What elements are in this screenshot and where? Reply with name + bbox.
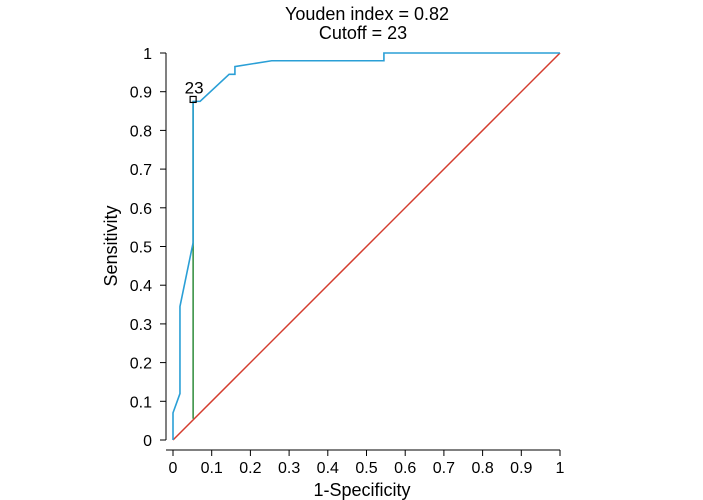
y-tick-label: 0.6 bbox=[130, 201, 152, 218]
chart-title: Youden index = 0.82 Cutoff = 23 bbox=[285, 4, 449, 43]
y-ticks: 0 0.1 0.2 0.3 0.4 0.5 0.6 0.7 0.8 0.9 1 bbox=[130, 46, 166, 450]
y-tick-label: 0.1 bbox=[130, 394, 152, 411]
y-tick-label: 0.5 bbox=[130, 240, 152, 257]
x-tick-label: 0.3 bbox=[278, 460, 300, 477]
x-tick-label: 0.4 bbox=[317, 460, 339, 477]
y-tick-label: 0.9 bbox=[130, 85, 152, 102]
x-tick-label: 1 bbox=[556, 460, 565, 477]
x-tick-label: 0.8 bbox=[471, 460, 493, 477]
x-tick-label: 0.2 bbox=[239, 460, 261, 477]
y-tick-label: 0.3 bbox=[130, 317, 152, 334]
series-layer: 23 bbox=[172, 52, 561, 441]
x-tick-label: 0.5 bbox=[355, 460, 377, 477]
cutoff-point-marker bbox=[189, 95, 197, 104]
y-tick-label: 1 bbox=[143, 46, 152, 63]
y-tick-label: 0 bbox=[143, 433, 152, 450]
x-tick-label: 0.7 bbox=[433, 460, 455, 477]
y-tick-label: 0.4 bbox=[130, 278, 152, 295]
cutoff-point-label: 23 bbox=[185, 78, 204, 97]
y-tick-label: 0.2 bbox=[130, 356, 152, 373]
x-tick-label: 0.9 bbox=[510, 460, 532, 477]
x-tick-label: 0 bbox=[169, 460, 178, 477]
x-tick-label: 0.6 bbox=[394, 460, 416, 477]
title-line-2: Cutoff = 23 bbox=[319, 23, 407, 43]
reference-diagonal-line bbox=[172, 52, 561, 441]
x-ticks: 0 0.1 0.2 0.3 0.4 0.5 0.6 0.7 0.8 0.9 1 bbox=[169, 450, 565, 477]
y-tick-label: 0.8 bbox=[130, 123, 152, 140]
y-tick-label: 0.7 bbox=[130, 162, 152, 179]
x-tick-label: 0.1 bbox=[201, 460, 223, 477]
roc-curve-line bbox=[172, 52, 560, 440]
title-line-1: Youden index = 0.82 bbox=[285, 4, 449, 24]
x-axis-title: 1-Specificity bbox=[313, 480, 410, 500]
y-axis-title: Sensitivity bbox=[101, 205, 121, 286]
